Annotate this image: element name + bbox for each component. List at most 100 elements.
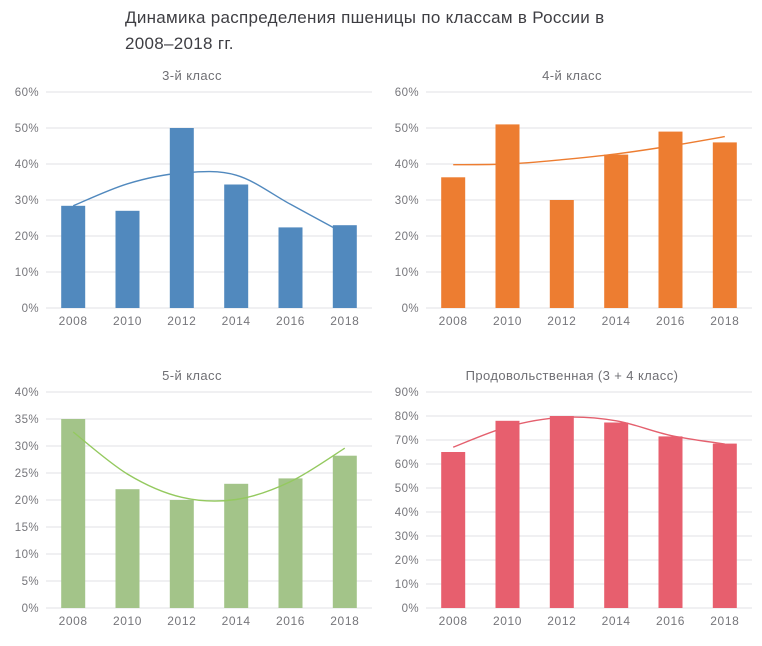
y-axis-tick-label: 0% [402,603,419,615]
page-title-line-1: Динамика распределения пшеницы по класса… [125,8,605,27]
bar-2008 [441,452,466,608]
y-axis-tick-label: 10% [395,267,419,279]
bar-2010 [495,420,520,608]
x-axis-tick-label: 2010 [493,314,522,328]
y-axis-tick-label: 70% [395,435,419,447]
x-axis-tick-label: 2014 [602,314,631,328]
x-axis-tick-label: 2012 [167,314,196,328]
y-axis-tick-label: 90% [395,387,419,399]
bar-2018 [712,142,737,308]
bar-2014 [224,483,249,608]
x-axis-tick-label: 2008 [439,614,468,628]
x-axis-tick-label: 2016 [656,614,685,628]
x-axis-tick-label: 2008 [59,314,88,328]
bar-2018 [712,443,737,608]
y-axis-tick-label: 30% [15,441,39,453]
x-axis-tick-label: 2010 [493,614,522,628]
bar-2008 [61,419,86,608]
bar-2014 [604,154,629,308]
chart-class-4-title: 4-й класс [542,68,602,83]
y-axis-tick-label: 50% [395,483,419,495]
bar-2014 [604,422,629,608]
y-axis-tick-label: 20% [15,495,39,507]
chart-class-4: 4-й класс 0% 10% 20% 30% 40% 50% 60% 2008 2010 20… [386,65,758,333]
page-title: Динамика распределения пшеницы по класса… [125,5,665,57]
y-axis-tick-label: 60% [15,87,39,99]
bar-2016 [658,131,683,308]
page-title-line-2: 2008–2018 гг. [125,34,234,53]
chart-class-3-canvas: 0% 10% 20% 30% 40% 50% 60% 2008 2010 2012 2014 2016… [15,87,372,328]
y-axis-tick-label: 60% [395,87,419,99]
chart-class-4-canvas: 0% 10% 20% 30% 40% 50% 60% 2008 2010 2012 2014 2016… [395,87,752,328]
chart-class-5-canvas: 0% 5% 10% 15% 20% 25% 30% 35% 40% 2008 2010 2012 201… [15,387,372,628]
x-axis-tick-label: 2018 [710,314,739,328]
y-axis-tick-label: 10% [395,579,419,591]
y-axis-tick-label: 30% [395,195,419,207]
y-axis-tick-label: 10% [15,267,39,279]
x-axis-tick-label: 2016 [656,314,685,328]
bar-2016 [658,436,683,608]
chart-class-3-title: 3-й класс [162,68,222,83]
y-axis-tick-label: 0% [22,303,39,315]
x-axis-tick-label: 2014 [602,614,631,628]
x-axis-tick-label: 2010 [113,314,142,328]
bar-2014 [224,184,249,308]
bar-2016 [278,478,303,608]
bar-2010 [115,489,140,608]
y-axis-tick-label: 40% [395,159,419,171]
trendline [72,170,346,235]
x-axis-tick-label: 2008 [439,314,468,328]
trendline [72,431,346,502]
y-axis-tick-label: 20% [15,231,39,243]
x-axis-tick-label: 2012 [547,314,576,328]
y-axis-tick-label: 80% [395,411,419,423]
y-axis-tick-label: 20% [395,231,419,243]
x-axis-tick-label: 2014 [222,314,251,328]
y-axis-tick-label: 20% [395,555,419,567]
y-axis-tick-label: 10% [15,549,39,561]
y-axis-tick-label: 5% [22,576,39,588]
y-axis-tick-label: 30% [395,531,419,543]
bar-2010 [495,124,520,309]
y-axis-tick-label: 60% [395,459,419,471]
trendline [452,416,725,448]
bar-2008 [441,177,466,308]
x-axis-tick-label: 2016 [276,614,305,628]
bar-2008 [61,205,86,308]
y-axis-tick-label: 30% [15,195,39,207]
bar-2016 [278,227,303,308]
y-axis-tick-label: 50% [15,123,39,135]
x-axis-tick-label: 2018 [710,614,739,628]
bar-2012 [549,416,574,608]
bar-2018 [332,225,357,308]
y-axis-tick-label: 15% [15,522,39,534]
chart-food-grade: Продовольственная (3 + 4 класс) 0% 10% 20%… [386,365,758,633]
chart-class-5: 5-й класс 0% 5% 10% 15% 20% 25% 30% 35% 40% 2008 2… [6,365,378,633]
bar-2012 [169,128,194,308]
x-axis-tick-label: 2012 [167,614,196,628]
x-axis-tick-label: 2018 [330,314,359,328]
chart-class-5-title: 5-й класс [162,368,222,383]
y-axis-tick-label: 35% [15,414,39,426]
y-axis-tick-label: 0% [22,603,39,615]
bar-2018 [332,455,357,608]
bar-2010 [115,210,140,308]
x-axis-tick-label: 2014 [222,614,251,628]
y-axis-tick-label: 50% [395,123,419,135]
y-axis-tick-label: 40% [395,507,419,519]
y-axis-tick-label: 0% [402,303,419,315]
x-axis-tick-label: 2012 [547,614,576,628]
y-axis-tick-label: 40% [15,159,39,171]
y-axis-tick-label: 40% [15,387,39,399]
trendline [453,135,725,166]
x-axis-tick-label: 2018 [330,614,359,628]
bar-2012 [549,200,574,308]
chart-class-3: 3-й класс 0% 10% 20% 30% 40% 50% 60% 2008 2010 20… [6,65,378,333]
x-axis-tick-label: 2016 [276,314,305,328]
chart-food-grade-title: Продовольственная (3 + 4 класс) [465,368,679,383]
y-axis-tick-label: 25% [15,468,39,480]
chart-food-grade-canvas: 0% 10% 20% 30% 40% 50% 60% 70% 80% 90% 2008 2010 201… [395,387,752,628]
charts-grid: 3-й класс 0% 10% 20% 30% 40% 50% 60% 2008 2010 20… [0,65,762,633]
x-axis-tick-label: 2008 [59,614,88,628]
x-axis-tick-label: 2010 [113,614,142,628]
